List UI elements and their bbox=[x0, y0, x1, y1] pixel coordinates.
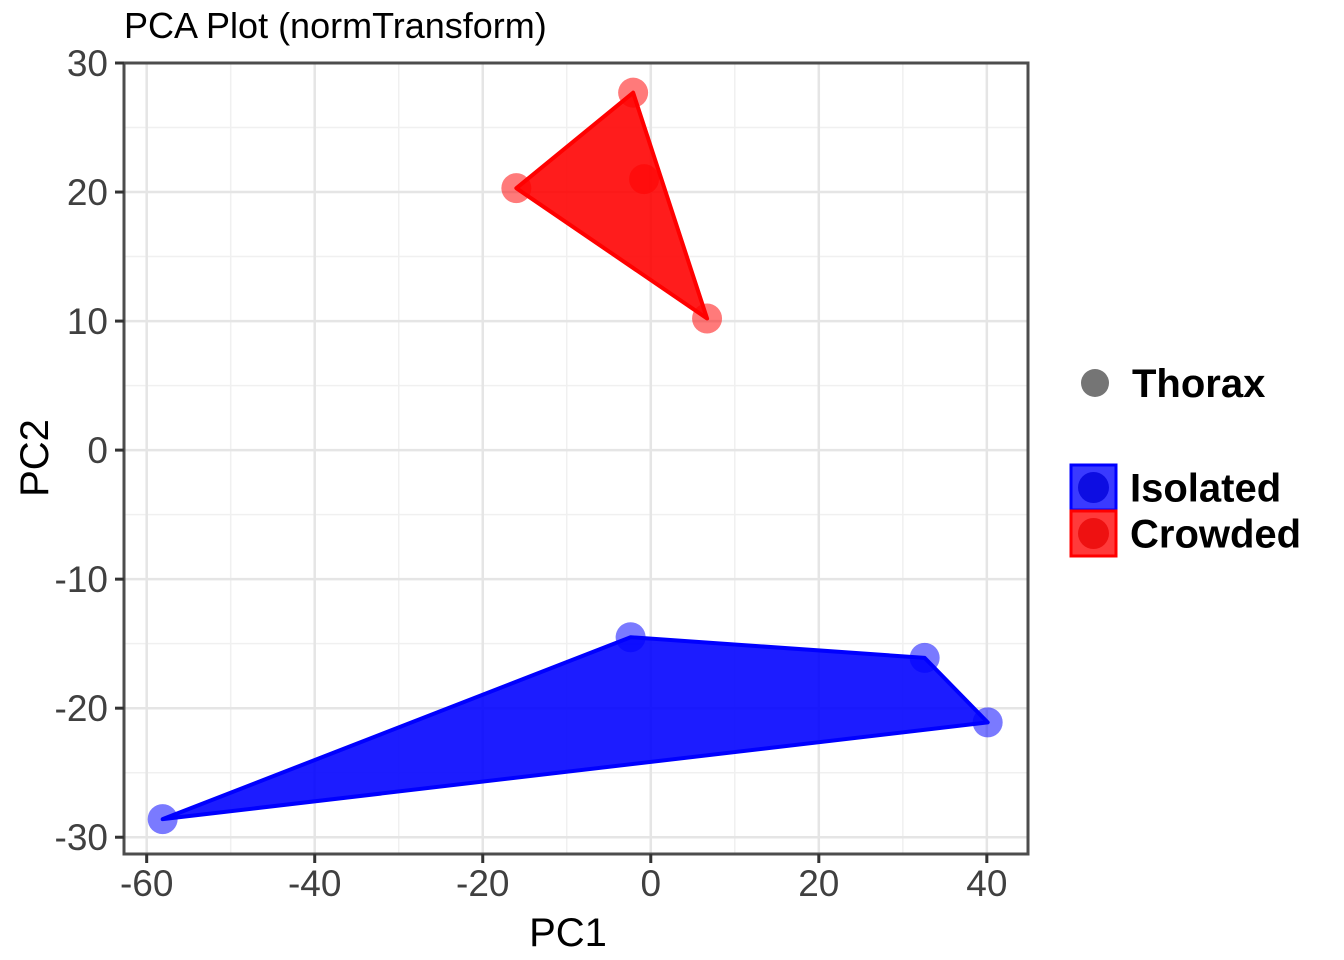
data-point-crowded bbox=[501, 173, 532, 204]
legend-key-dot-icon bbox=[1078, 518, 1109, 549]
axis-tick-labels: -60 -40 -20 0 20 40 30 20 10 0 -10 -20 -30 bbox=[55, 43, 1008, 904]
x-axis-title: PC1 bbox=[529, 911, 607, 955]
legend-label-isolated: Isolated bbox=[1130, 467, 1281, 511]
data-points bbox=[147, 77, 1003, 835]
x-tick-label: 0 bbox=[640, 863, 661, 904]
panel-border bbox=[122, 61, 1030, 856]
data-point-isolated bbox=[147, 804, 178, 835]
x-tick-label: 20 bbox=[798, 863, 839, 904]
x-tick-label: -60 bbox=[120, 863, 173, 904]
plot-title: PCA Plot (normTransform) bbox=[124, 5, 547, 46]
data-point-crowded bbox=[629, 164, 660, 195]
data-point-isolated bbox=[972, 707, 1003, 738]
data-point-crowded bbox=[692, 303, 723, 334]
legend-key-dot-icon bbox=[1078, 472, 1109, 503]
y-tick-label: 10 bbox=[67, 301, 108, 342]
y-tick-label: -20 bbox=[55, 688, 108, 729]
y-tick-label: -10 bbox=[55, 559, 108, 600]
axis-tick-marks bbox=[115, 61, 989, 863]
data-point-isolated bbox=[909, 642, 940, 673]
x-tick-label: 40 bbox=[966, 863, 1007, 904]
y-axis-title: PC2 bbox=[13, 419, 57, 497]
y-tick-label: 20 bbox=[67, 172, 108, 213]
x-tick-label: -40 bbox=[288, 863, 341, 904]
legend-thorax-label: Thorax bbox=[1132, 362, 1265, 406]
y-tick-label: 30 bbox=[67, 43, 108, 84]
legend-thorax-dot-icon bbox=[1081, 369, 1109, 397]
y-tick-label: -30 bbox=[55, 817, 108, 858]
data-point-crowded bbox=[618, 77, 649, 108]
y-tick-label: 0 bbox=[87, 430, 108, 471]
legend-label-crowded: Crowded bbox=[1130, 513, 1301, 557]
x-tick-label: -20 bbox=[456, 863, 509, 904]
data-point-isolated bbox=[615, 622, 646, 653]
crowded-hull-polygon bbox=[514, 90, 710, 321]
